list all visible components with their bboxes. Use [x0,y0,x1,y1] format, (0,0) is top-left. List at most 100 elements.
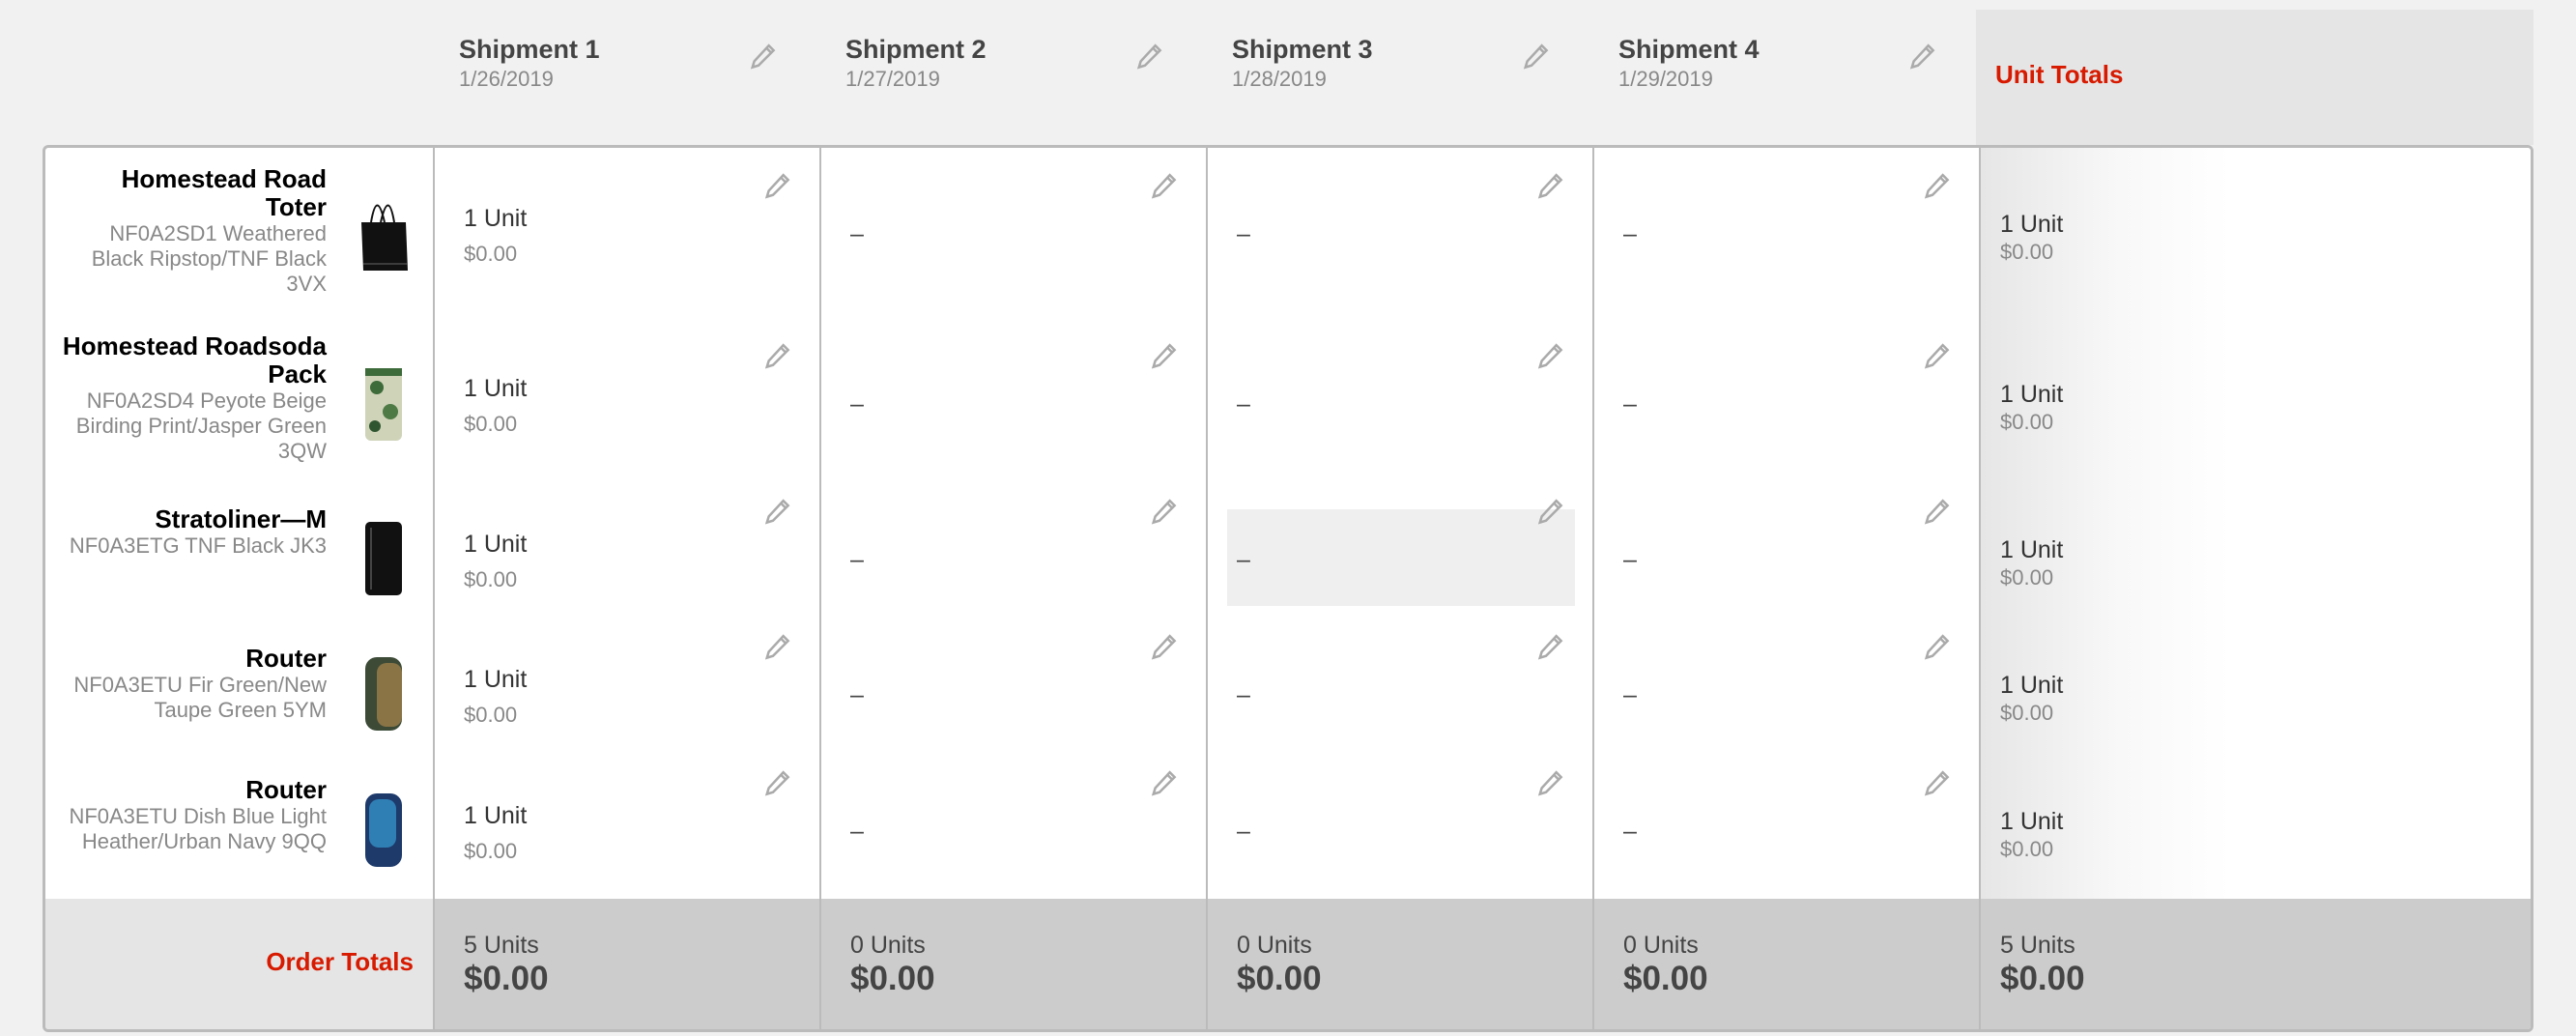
product-info: Router NF0A3ETU Dish Blue Light Heather/… [45,759,433,899]
quantity-cell[interactable]: – [1206,148,1592,315]
empty-cell-dash: – [1237,389,1250,417]
shipment-title: Shipment 3 [1232,35,1373,64]
pencil-icon[interactable] [1536,769,1565,798]
pencil-icon[interactable] [763,769,792,798]
product-description: NF0A3ETG TNF Black JK3 [69,533,327,558]
unit-totals-label: Unit Totals [1995,60,2124,89]
order-total-units: 0 Units [1237,932,1312,959]
cell-units: 1 Unit [464,204,528,232]
pencil-icon[interactable] [763,172,792,201]
order-total-price: $0.00 [464,960,549,997]
pencil-icon[interactable] [1150,172,1179,201]
pencil-icon[interactable] [1923,633,1952,662]
unit-total-cell: 1 Unit $0.00 [1979,315,2531,488]
product-info: Router NF0A3ETU Fir Green/New Taupe Gree… [45,627,433,759]
product-description: NF0A3ETU Fir Green/New Taupe Green 5YM [73,673,327,722]
quantity-cell[interactable]: – [1206,759,1592,899]
pencil-icon[interactable] [763,498,792,527]
shipment-title: Shipment 2 [845,35,987,64]
shipment-header-2: Shipment 2 1/27/2019 [816,0,1203,145]
pencil-icon[interactable] [1923,342,1952,371]
order-totals-label: Order Totals [266,947,414,976]
pencil-icon[interactable] [749,43,778,72]
total-units: 1 Unit [2000,672,2064,699]
cell-units: 1 Unit [464,374,528,402]
order-totals-row: Order Totals 5 Units $0.00 0 Units $0.00 0 Un… [45,899,2531,1029]
quantity-cell[interactable]: 1 Unit $0.00 [433,488,819,627]
shipment-header-1: Shipment 1 1/26/2019 [430,0,816,145]
quantity-cell[interactable]: – [1592,315,1979,488]
cell-price: $0.00 [464,241,518,266]
pencil-icon[interactable] [1150,769,1179,798]
pencil-icon[interactable] [1150,498,1179,527]
cell-price: $0.00 [464,567,518,591]
quantity-cell[interactable]: – [1592,148,1979,315]
order-totals-label-cell: Order Totals [45,899,433,1029]
unit-total-cell: 1 Unit $0.00 [1979,488,2531,627]
product-name: Homestead Roadsoda Pack [62,331,327,388]
cell-price: $0.00 [464,703,518,727]
order-total-cell: 0 Units $0.00 [1206,899,1592,1029]
pencil-icon[interactable] [1522,43,1551,72]
shipment-date: 1/28/2019 [1232,67,1327,91]
shipment-table: Homestead Road Toter NF0A2SD1 Weathered … [43,145,2533,1032]
pencil-icon[interactable] [1923,172,1952,201]
order-total-units: 0 Units [1623,932,1699,959]
empty-cell-dash: – [1623,219,1637,247]
product-image [354,514,412,601]
empty-cell-dash: – [1623,389,1637,417]
quantity-cell[interactable]: – [819,148,1206,315]
empty-cell-dash: – [1237,681,1250,708]
order-total-price: $0.00 [850,960,935,997]
quantity-cell[interactable]: – [1206,488,1592,627]
quantity-cell[interactable]: 1 Unit $0.00 [433,759,819,899]
product-name: Router [245,775,327,804]
pencil-icon[interactable] [763,633,792,662]
total-price: $0.00 [2000,701,2054,725]
shipment-date: 1/27/2019 [845,67,940,91]
quantity-cell[interactable]: – [1206,315,1592,488]
pencil-icon[interactable] [1908,43,1937,72]
quantity-cell[interactable]: – [819,759,1206,899]
unit-totals-header: Unit Totals [1976,10,2533,145]
total-units: 1 Unit [2000,807,2064,835]
quantity-cell[interactable]: – [1592,627,1979,759]
quantity-cell[interactable]: – [819,627,1206,759]
empty-cell-dash: – [850,389,864,417]
empty-cell-dash: – [850,817,864,845]
empty-cell-dash: – [1623,546,1637,573]
quantity-cell[interactable]: 1 Unit $0.00 [433,627,819,759]
pencil-icon[interactable] [1150,633,1179,662]
shipment-date: 1/29/2019 [1618,67,1713,91]
pencil-icon[interactable] [1536,633,1565,662]
cell-price: $0.00 [464,411,518,436]
product-description: NF0A3ETU Dish Blue Light Heather/Urban N… [69,804,327,853]
quantity-cell[interactable]: – [819,488,1206,627]
quantity-cell[interactable]: – [1592,759,1979,899]
quantity-cell[interactable]: – [819,315,1206,488]
order-total-cell: 5 Units $0.00 [1979,899,2531,1029]
shipment-title: Shipment 1 [459,35,600,64]
pencil-icon[interactable] [1923,498,1952,527]
pencil-icon[interactable] [1135,43,1164,72]
quantity-cell[interactable]: – [1592,488,1979,627]
quantity-cell[interactable]: – [1206,627,1592,759]
pencil-icon[interactable] [1150,342,1179,371]
quantity-cell[interactable]: 1 Unit $0.00 [433,315,819,488]
pencil-icon[interactable] [1536,498,1565,527]
order-total-units: 5 Units [2000,932,2075,959]
empty-cell-dash: – [850,681,864,708]
total-units: 1 Unit [2000,536,2064,563]
empty-cell-dash: – [1623,681,1637,708]
quantity-cell[interactable]: 1 Unit $0.00 [433,148,819,315]
product-image [354,188,412,275]
order-total-cell: 0 Units $0.00 [819,899,1206,1029]
pencil-icon[interactable] [1923,769,1952,798]
pencil-icon[interactable] [1536,342,1565,371]
pencil-icon[interactable] [763,342,792,371]
cell-units: 1 Unit [464,666,528,693]
pencil-icon[interactable] [1536,172,1565,201]
product-row: Homestead Road Toter NF0A2SD1 Weathered … [45,148,2531,315]
shipment-title: Shipment 4 [1618,35,1760,64]
product-name: Homestead Road Toter [121,164,327,221]
